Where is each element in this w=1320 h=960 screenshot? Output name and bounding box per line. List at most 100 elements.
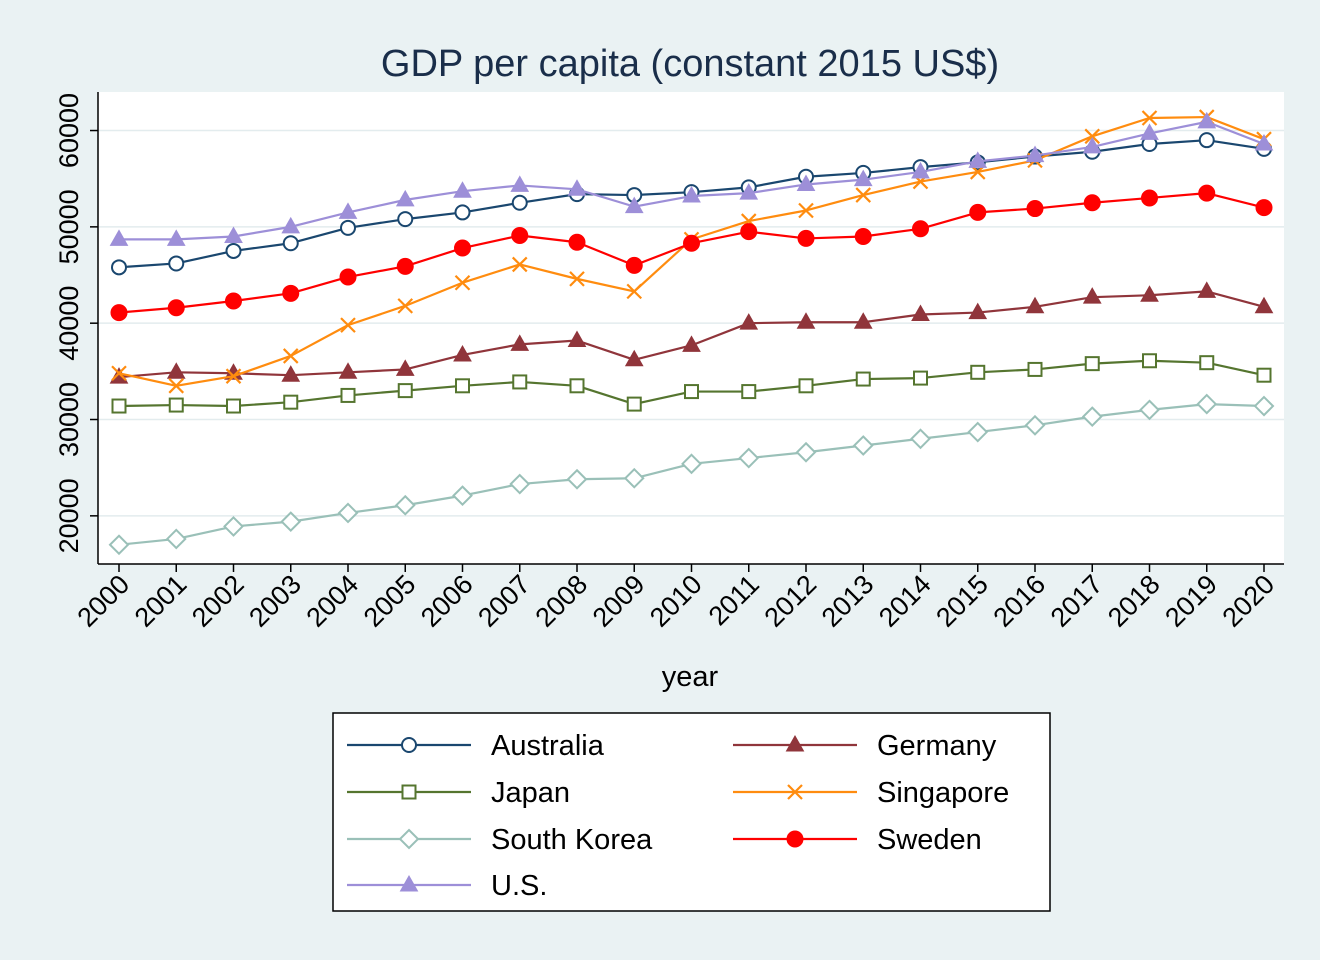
data-point [511, 227, 529, 245]
data-point [394, 494, 416, 516]
data-point [283, 394, 299, 410]
data-point [569, 378, 585, 394]
data-point [510, 175, 530, 192]
data-point [910, 428, 931, 450]
data-point [567, 330, 587, 348]
y-tick-label: 60000 [54, 93, 84, 168]
data-point [396, 257, 414, 275]
data-point [512, 374, 528, 390]
data-point [1141, 189, 1158, 207]
data-point [165, 528, 187, 550]
data-point [785, 734, 805, 752]
data-point [281, 216, 301, 234]
data-point [397, 298, 414, 314]
data-point [853, 312, 873, 329]
legend-item: Singapore [733, 777, 1009, 809]
data-point [1140, 123, 1159, 140]
series-group [108, 109, 1275, 556]
data-point [1197, 111, 1217, 129]
data-point [108, 534, 130, 556]
data-point [566, 468, 588, 490]
data-point [796, 174, 816, 191]
data-point [1254, 134, 1274, 151]
data-point [395, 359, 415, 376]
series-south-korea [108, 393, 1275, 556]
data-point [739, 183, 759, 200]
data-point [225, 368, 242, 384]
data-point [1197, 281, 1217, 298]
data-point [166, 229, 186, 246]
data-point [797, 229, 815, 247]
data-point [1026, 200, 1044, 218]
data-point [1084, 356, 1100, 372]
data-point [167, 299, 185, 317]
legend-item: U.S. [347, 870, 547, 902]
data-point [509, 473, 531, 495]
data-point [338, 202, 358, 219]
data-point [338, 362, 358, 379]
data-point [1196, 393, 1218, 415]
data-point [740, 223, 758, 241]
data-point [339, 268, 357, 286]
data-point [969, 203, 987, 221]
data-point [855, 187, 872, 203]
legend-label: Germany [877, 730, 997, 762]
marker-stroke [168, 378, 185, 394]
data-point [1198, 184, 1216, 202]
data-point [967, 421, 989, 443]
marker-stroke [282, 348, 299, 364]
data-point [399, 874, 419, 892]
legend-item: Germany [733, 730, 997, 762]
marker-stroke [454, 274, 471, 291]
data-point [168, 378, 185, 394]
marker-stroke [626, 283, 643, 300]
data-point [395, 189, 415, 207]
data-point [626, 396, 642, 412]
data-point [1140, 285, 1159, 302]
series-japan [111, 353, 1272, 414]
data-point [455, 378, 470, 394]
data-point [282, 235, 299, 252]
data-point [225, 242, 242, 259]
legend-item: Sweden [733, 824, 982, 856]
legend-label: South Korea [491, 824, 653, 856]
data-point [567, 179, 587, 196]
data-point [739, 313, 759, 330]
marker-stroke [1141, 110, 1158, 126]
data-point [1083, 194, 1101, 212]
marker-stroke [111, 365, 127, 382]
data-point [397, 383, 413, 399]
data-point [787, 784, 803, 800]
series-u-s [109, 111, 1274, 246]
legend-item: South Korea [347, 824, 653, 856]
legend-label: U.S. [491, 870, 547, 902]
marker-stroke [397, 298, 414, 314]
marker-stroke [569, 271, 585, 287]
legend-label: Australia [491, 730, 605, 762]
data-point [511, 194, 528, 211]
series-germany [109, 281, 1274, 384]
data-point [913, 370, 928, 386]
marker-stroke [855, 187, 872, 203]
data-point [397, 211, 414, 228]
data-point [340, 219, 356, 236]
data-point [624, 349, 644, 367]
data-point [968, 302, 988, 320]
y-tick-label: 50000 [54, 189, 84, 264]
legend-label: Singapore [877, 777, 1009, 809]
data-point [453, 344, 472, 362]
data-point [625, 256, 643, 274]
data-point [1139, 399, 1160, 421]
data-point [970, 364, 986, 380]
data-point [1254, 296, 1274, 314]
data-point [110, 304, 128, 322]
data-point [1084, 128, 1101, 145]
data-point [282, 284, 300, 302]
data-point [168, 255, 185, 272]
data-point [798, 378, 814, 394]
data-point [109, 367, 129, 384]
data-point [340, 387, 356, 403]
data-point [796, 312, 816, 329]
data-point [280, 511, 302, 533]
